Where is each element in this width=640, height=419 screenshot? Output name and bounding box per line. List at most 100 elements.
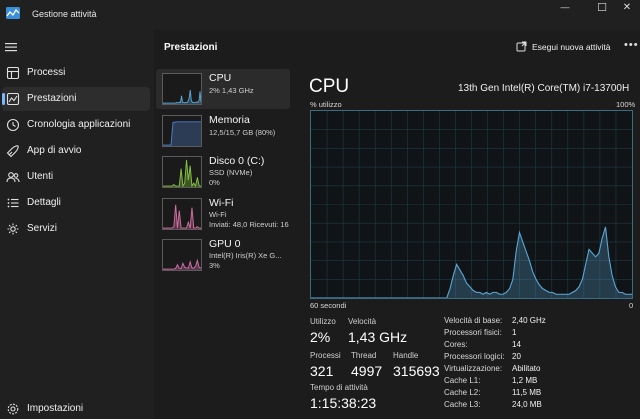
resource-subtitle: Wi-Fi — [209, 210, 227, 219]
stat-value-velocita: 1,43 GHz — [348, 329, 408, 345]
cpu-utilization-graph — [310, 110, 633, 299]
cpu-thumbnail-graph — [162, 73, 202, 105]
spec-key: Velocità di base: — [444, 316, 503, 325]
minimize-button[interactable]: — — [552, 0, 578, 14]
close-icon: ✕ — [622, 1, 632, 13]
resource-item-memoria[interactable]: Memoria 12,5/15,7 GB (80%) — [156, 111, 290, 151]
main-panel: Prestazioni Esegui nuova attività ••• CP… — [154, 30, 640, 419]
window-title: Gestione attività — [32, 9, 97, 19]
memory-thumbnail-graph — [162, 115, 202, 147]
spec-key: Cache L1: — [444, 376, 481, 385]
stat-value-utilizzo: 2% — [310, 329, 331, 345]
thumbnail-line — [163, 121, 201, 146]
sidebar-item-dettagli[interactable]: Dettagli — [2, 191, 150, 215]
performance-icon — [6, 92, 20, 106]
cpu-model-name: 13th Gen Intel(R) Core(TM) i7-13700H — [458, 83, 630, 94]
sidebar-item-label: Cronologia applicazioni — [27, 119, 131, 130]
resource-item-disco[interactable]: Disco 0 (C:) SSD (NVMe) 0% — [156, 152, 290, 192]
more-options-button[interactable]: ••• — [624, 39, 639, 51]
resource-name: Memoria — [209, 114, 250, 126]
sidebar-item-prestazioni[interactable]: Prestazioni — [2, 87, 150, 111]
spec-value: 11,5 MB — [512, 388, 542, 397]
stat-label-utilizzo: Utilizzo — [310, 317, 336, 326]
resource-item-wifi[interactable]: Wi-Fi Wi-Fi Inviati: 48,0 Ricevuti: 16 — [156, 194, 290, 234]
spec-value: 24,0 MB — [512, 400, 542, 409]
run-task-icon — [516, 41, 527, 52]
resource-item-gpu[interactable]: GPU 0 Intel(R) Iris(R) Xe G... 3% — [156, 235, 290, 275]
title-bar: Gestione attività — ☐ ✕ — [0, 0, 640, 30]
sidebar-item-servizi[interactable]: Servizi — [2, 217, 150, 241]
users-icon — [6, 172, 20, 183]
spec-value: 14 — [512, 340, 521, 349]
resource-name: Disco 0 (C:) — [209, 155, 265, 167]
gear-icon — [7, 403, 19, 415]
spec-key: Virtualizzazione: — [444, 364, 503, 373]
y-axis-max: 100% — [616, 100, 636, 109]
close-button[interactable]: ✕ — [614, 0, 640, 14]
thumbnail-line — [163, 159, 201, 187]
resource-subtitle: 2% 1,43 GHz — [209, 86, 254, 95]
gpu-thumbnail-graph — [162, 239, 202, 271]
maximize-button[interactable]: ☐ — [589, 0, 615, 14]
sidebar-item-impostazioni[interactable]: Impostazioni — [2, 397, 150, 419]
maximize-icon: ☐ — [597, 1, 607, 14]
sidebar: Processi Prestazioni Cronologia applicaz… — [0, 30, 154, 419]
x-axis-label: 60 secondi — [310, 301, 347, 310]
processes-icon — [6, 66, 20, 80]
sidebar-item-label: Dettagli — [27, 197, 61, 208]
stat-value-handle: 315693 — [393, 363, 440, 379]
sidebar-item-label: Processi — [27, 67, 66, 78]
y-axis-label: % utilizzo — [310, 100, 342, 109]
x-axis-min: 0 — [629, 301, 634, 310]
sidebar-item-label: Prestazioni — [27, 93, 77, 104]
resource-subtitle: SSD (NVMe) — [209, 168, 253, 177]
stat-label-processi: Processi — [310, 351, 341, 360]
stat-label-velocita: Velocità — [348, 317, 377, 326]
resource-name: Wi-Fi — [209, 197, 234, 209]
sidebar-item-label: App di avvio — [27, 145, 82, 156]
spec-key: Cores: — [444, 340, 468, 349]
run-task-label: Esegui nuova attività — [532, 41, 611, 52]
run-new-task-button[interactable]: Esegui nuova attività — [516, 41, 610, 52]
disk-thumbnail-graph — [162, 156, 202, 188]
thumbnail-line — [163, 89, 201, 104]
wifi-thumbnail-graph — [162, 198, 202, 230]
spec-key: Processori fisici: — [444, 328, 502, 337]
thumbnail-line — [163, 258, 201, 270]
hamburger-menu-icon[interactable] — [5, 42, 17, 52]
sidebar-item-app-avvio[interactable]: App di avvio — [2, 139, 150, 163]
detail-title: CPU — [309, 76, 350, 97]
thumbnail-area — [163, 204, 201, 229]
resource-name: GPU 0 — [209, 238, 241, 250]
page-title: Prestazioni — [164, 42, 218, 53]
thumbnail-line — [163, 204, 201, 229]
resource-item-cpu[interactable]: CPU 2% 1,43 GHz — [156, 69, 290, 109]
sidebar-item-utenti[interactable]: Utenti — [2, 165, 150, 189]
resource-name: CPU — [209, 72, 232, 84]
details-icon — [7, 198, 19, 208]
sidebar-item-processi[interactable]: Processi — [2, 61, 150, 85]
resource-subtitle: 3% — [209, 261, 220, 270]
resource-subtitle: 12,5/15,7 GB (80%) — [209, 128, 276, 137]
spec-key: Cache L2: — [444, 388, 481, 397]
resource-subtitle: Inviati: 48,0 Ricevuti: 16 — [209, 220, 289, 229]
stat-value-thread: 4997 — [351, 363, 383, 379]
sidebar-item-cronologia[interactable]: Cronologia applicazioni — [2, 113, 150, 137]
stat-value-tempo: 1:15:38:23 — [310, 395, 377, 411]
spec-value: 1 — [512, 328, 517, 337]
spec-key: Cache L3: — [444, 400, 481, 409]
sidebar-item-label: Servizi — [27, 223, 58, 234]
spec-value: 20 — [512, 352, 521, 361]
thumbnail-area — [163, 121, 201, 146]
services-icon — [7, 223, 19, 235]
stat-value-processi: 321 — [310, 363, 334, 379]
spec-key: Processori logici: — [444, 352, 505, 361]
history-icon — [6, 118, 20, 132]
minimize-icon: — — [560, 2, 570, 12]
cpu-usage-area — [311, 226, 632, 298]
resource-subtitle: Intel(R) Iris(R) Xe G... — [209, 251, 282, 260]
stat-label-handle: Handle — [393, 351, 419, 360]
resource-subtitle: 0% — [209, 178, 220, 187]
spec-value: Abilitato — [512, 364, 541, 373]
task-manager-app-icon — [6, 7, 20, 19]
